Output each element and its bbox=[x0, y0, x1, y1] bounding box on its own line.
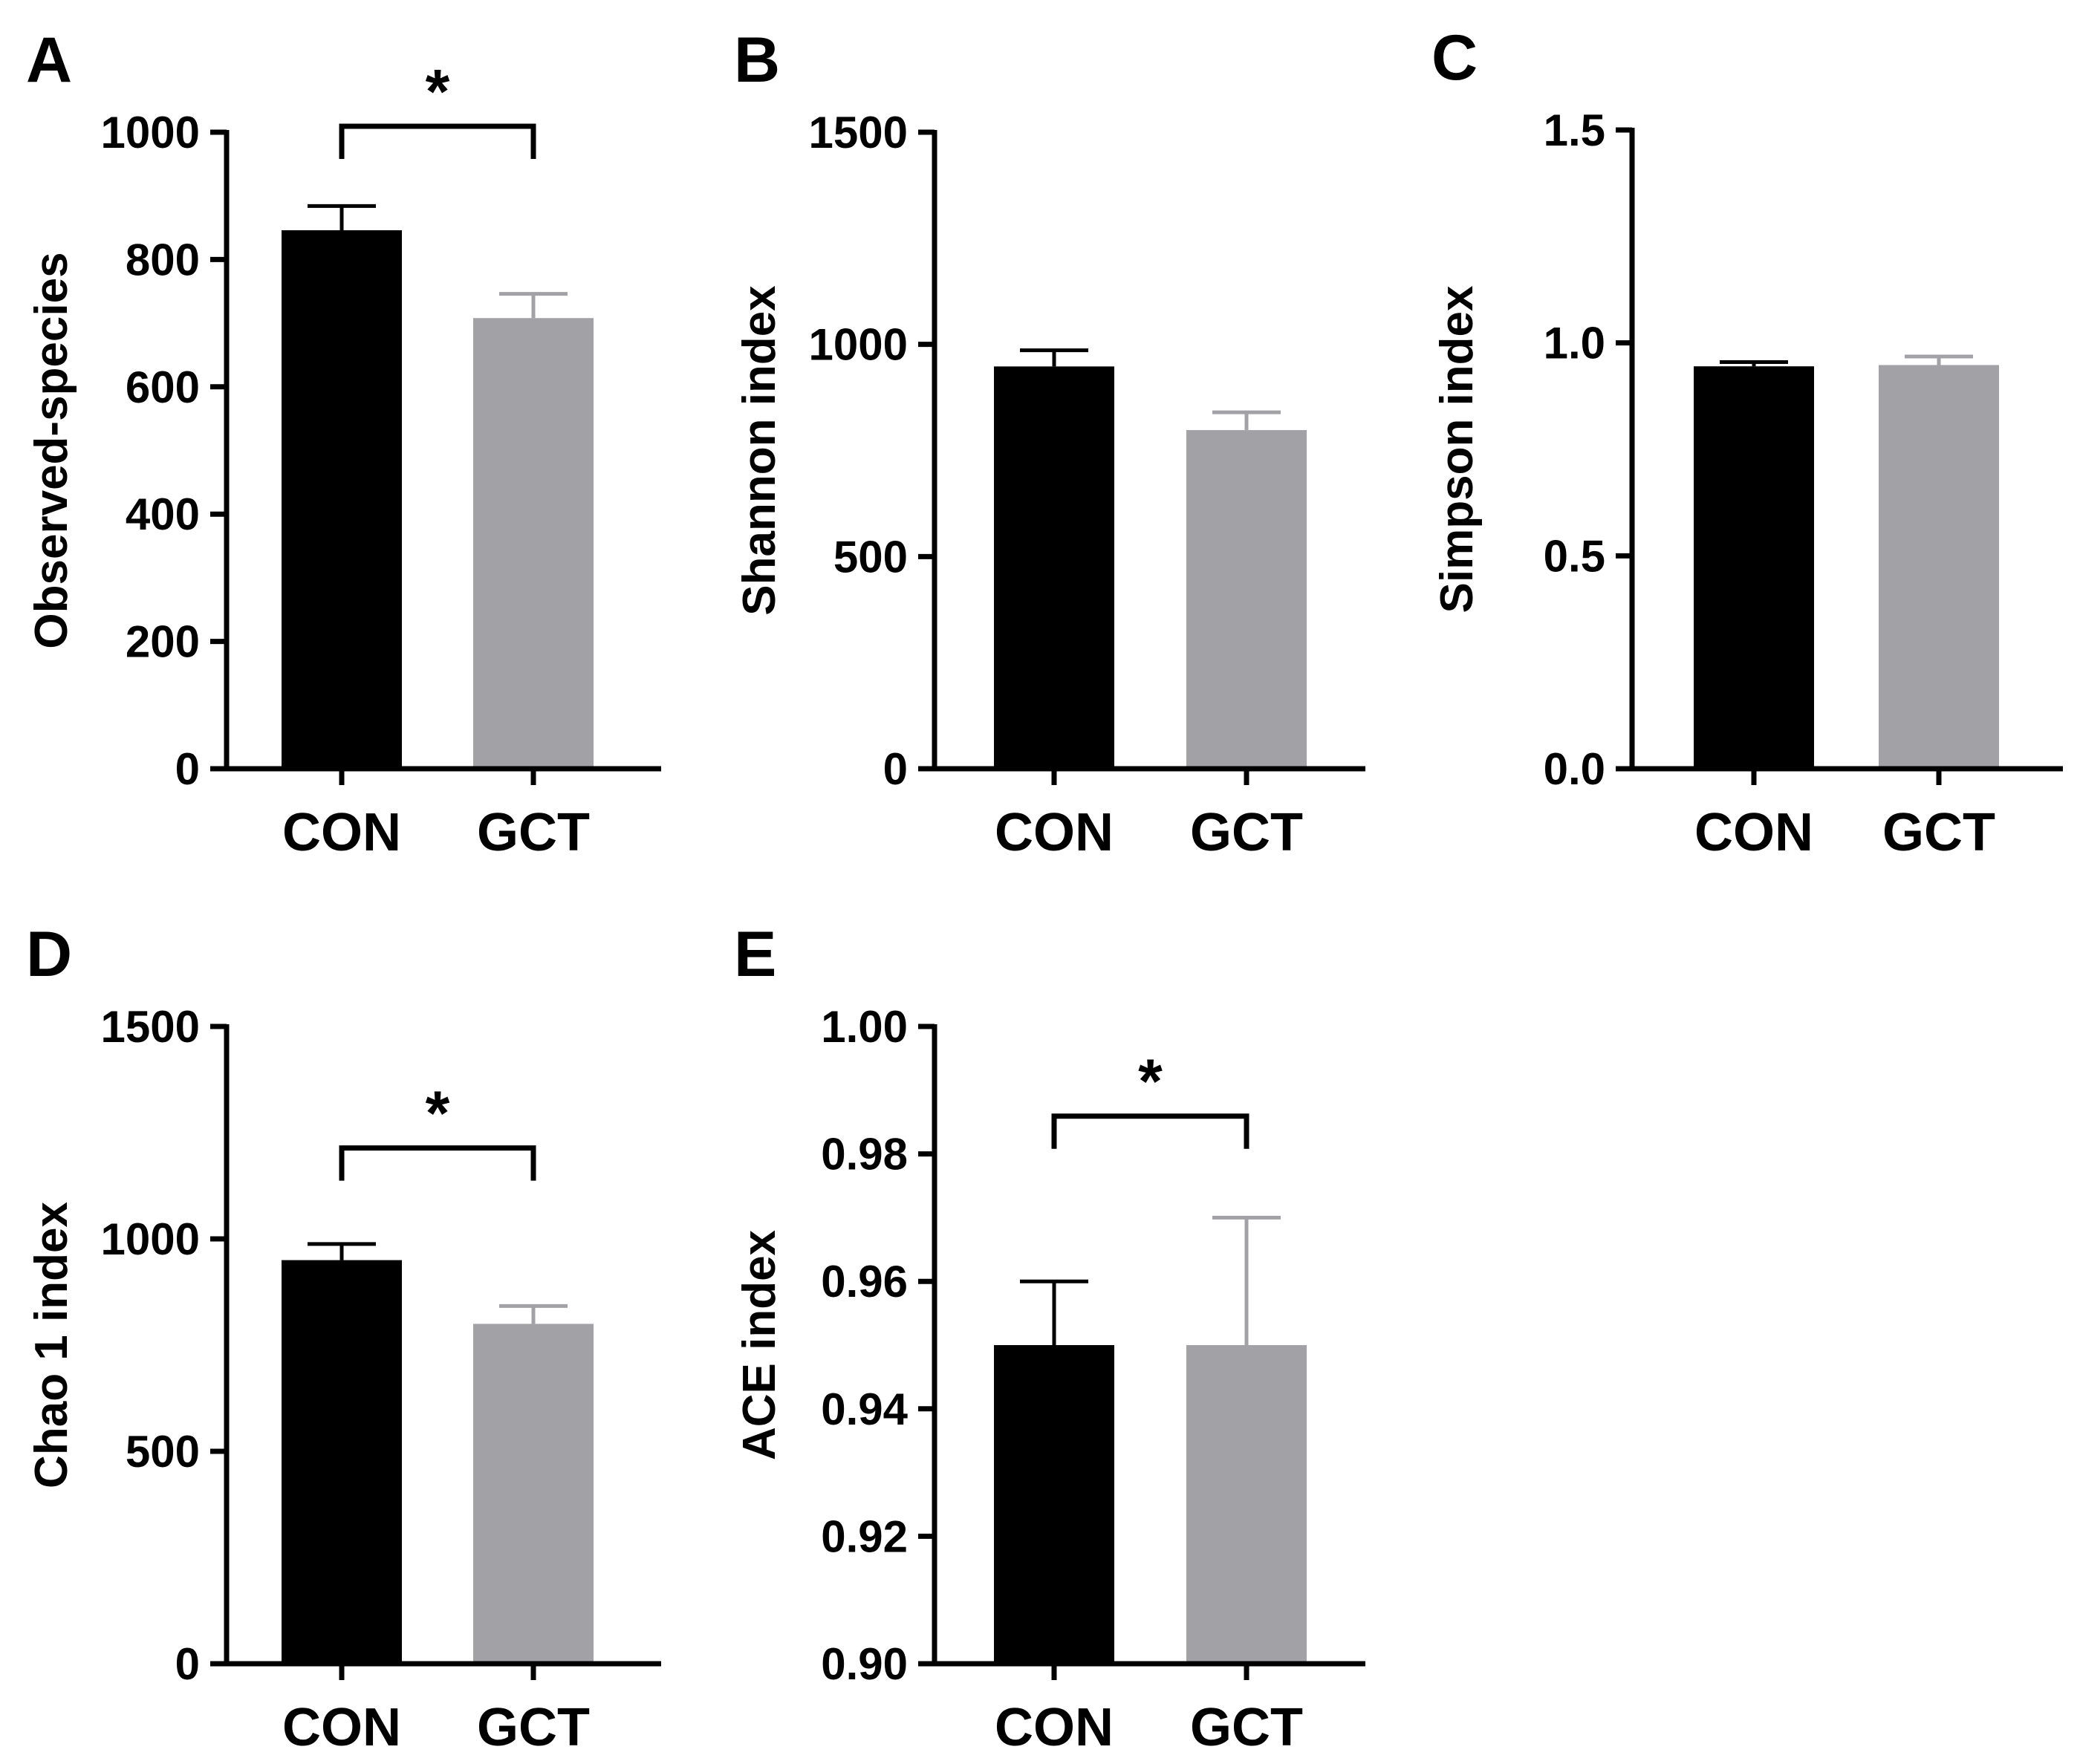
y-tick-label: 0 bbox=[175, 1639, 200, 1689]
x-tick-label-gct: GCT bbox=[477, 1698, 590, 1757]
panel-letter: B bbox=[734, 25, 780, 96]
y-tick-label: 1000 bbox=[809, 320, 908, 370]
x-tick-label-con: CON bbox=[282, 803, 401, 862]
y-tick-label: 0.0 bbox=[1544, 744, 1605, 794]
y-axis-title: Chao 1 index bbox=[26, 1202, 77, 1488]
bar-con bbox=[282, 1260, 402, 1664]
y-tick-label: 600 bbox=[126, 362, 200, 412]
y-tick-label: 500 bbox=[833, 532, 908, 582]
y-axis-title: Simpson index bbox=[1431, 285, 1483, 613]
y-tick-label: 1.0 bbox=[1544, 319, 1605, 368]
panel-c: C 0.0 0.5 1.0 1.5 CON GCT Simpson index bbox=[1431, 22, 2063, 862]
x-tick-label-con: CON bbox=[282, 1698, 401, 1757]
y-axis-title: Observed-species bbox=[26, 252, 77, 648]
panel-b: B 0 500 1000 1500 CON GCT Shannon index bbox=[734, 25, 1365, 862]
y-tick-label: 1.5 bbox=[1544, 105, 1605, 155]
significance-bracket bbox=[1051, 1113, 1249, 1149]
bar-gct bbox=[473, 318, 594, 769]
y-tick-label: 1500 bbox=[809, 108, 908, 157]
y-tick-label: 0.92 bbox=[821, 1511, 908, 1561]
panel-letter: A bbox=[26, 25, 72, 96]
significance-marker: * bbox=[426, 1078, 450, 1148]
bar-gct bbox=[473, 1324, 594, 1664]
bar-con bbox=[994, 366, 1114, 769]
y-tick-label: 0.5 bbox=[1544, 531, 1605, 581]
x-tick-label-gct: GCT bbox=[1190, 1698, 1303, 1757]
x-tick-label-gct: GCT bbox=[477, 803, 590, 862]
y-tick-label: 0.94 bbox=[821, 1384, 908, 1434]
y-tick-label: 0 bbox=[175, 744, 200, 794]
x-tick-label-con: CON bbox=[1694, 803, 1813, 862]
y-tick-label: 0 bbox=[883, 744, 908, 794]
bar-con bbox=[282, 230, 402, 769]
bar-con bbox=[1694, 366, 1814, 769]
y-tick-label: 200 bbox=[126, 617, 200, 667]
x-tick-label-gct: GCT bbox=[1190, 803, 1303, 862]
significance-marker: * bbox=[426, 56, 450, 126]
y-tick-label: 0.90 bbox=[821, 1639, 908, 1689]
y-axis-title: Shannon index bbox=[734, 285, 785, 616]
bar-gct bbox=[1186, 1345, 1307, 1664]
x-tick-label-gct: GCT bbox=[1882, 803, 1995, 862]
y-tick-label: 1000 bbox=[101, 1214, 200, 1264]
bar-gct bbox=[1186, 430, 1307, 769]
bar-con bbox=[994, 1345, 1114, 1664]
y-tick-label: 800 bbox=[126, 235, 200, 284]
y-tick-label: 500 bbox=[126, 1427, 200, 1477]
y-tick-label: 1500 bbox=[101, 1002, 200, 1052]
panel-letter: E bbox=[734, 919, 776, 990]
panel-d: D 0 500 1000 1500 CON GCT Chao 1 index * bbox=[26, 919, 661, 1757]
y-tick-label: 1.00 bbox=[821, 1002, 908, 1052]
y-tick-label: 0.98 bbox=[821, 1130, 908, 1179]
x-tick-label-con: CON bbox=[995, 803, 1114, 862]
y-tick-label: 1000 bbox=[101, 108, 200, 157]
panel-letter: C bbox=[1431, 22, 1478, 94]
significance-bracket bbox=[339, 1145, 536, 1181]
significance-marker: * bbox=[1138, 1047, 1163, 1116]
y-tick-label: 0.96 bbox=[821, 1257, 908, 1306]
x-tick-label-con: CON bbox=[995, 1698, 1114, 1757]
panel-e: E 0.90 0.92 0.94 0.96 0.98 1.00 CON GCT ACE index… bbox=[734, 919, 1365, 1757]
bar-gct bbox=[1879, 365, 1999, 769]
panel-a: A 0 200 400 600 800 1000 CON GCT Observed-species… bbox=[26, 25, 661, 862]
y-tick-label: 400 bbox=[126, 489, 200, 539]
panel-letter: D bbox=[26, 919, 72, 990]
y-axis-title: ACE index bbox=[734, 1229, 785, 1460]
significance-bracket bbox=[339, 123, 536, 159]
